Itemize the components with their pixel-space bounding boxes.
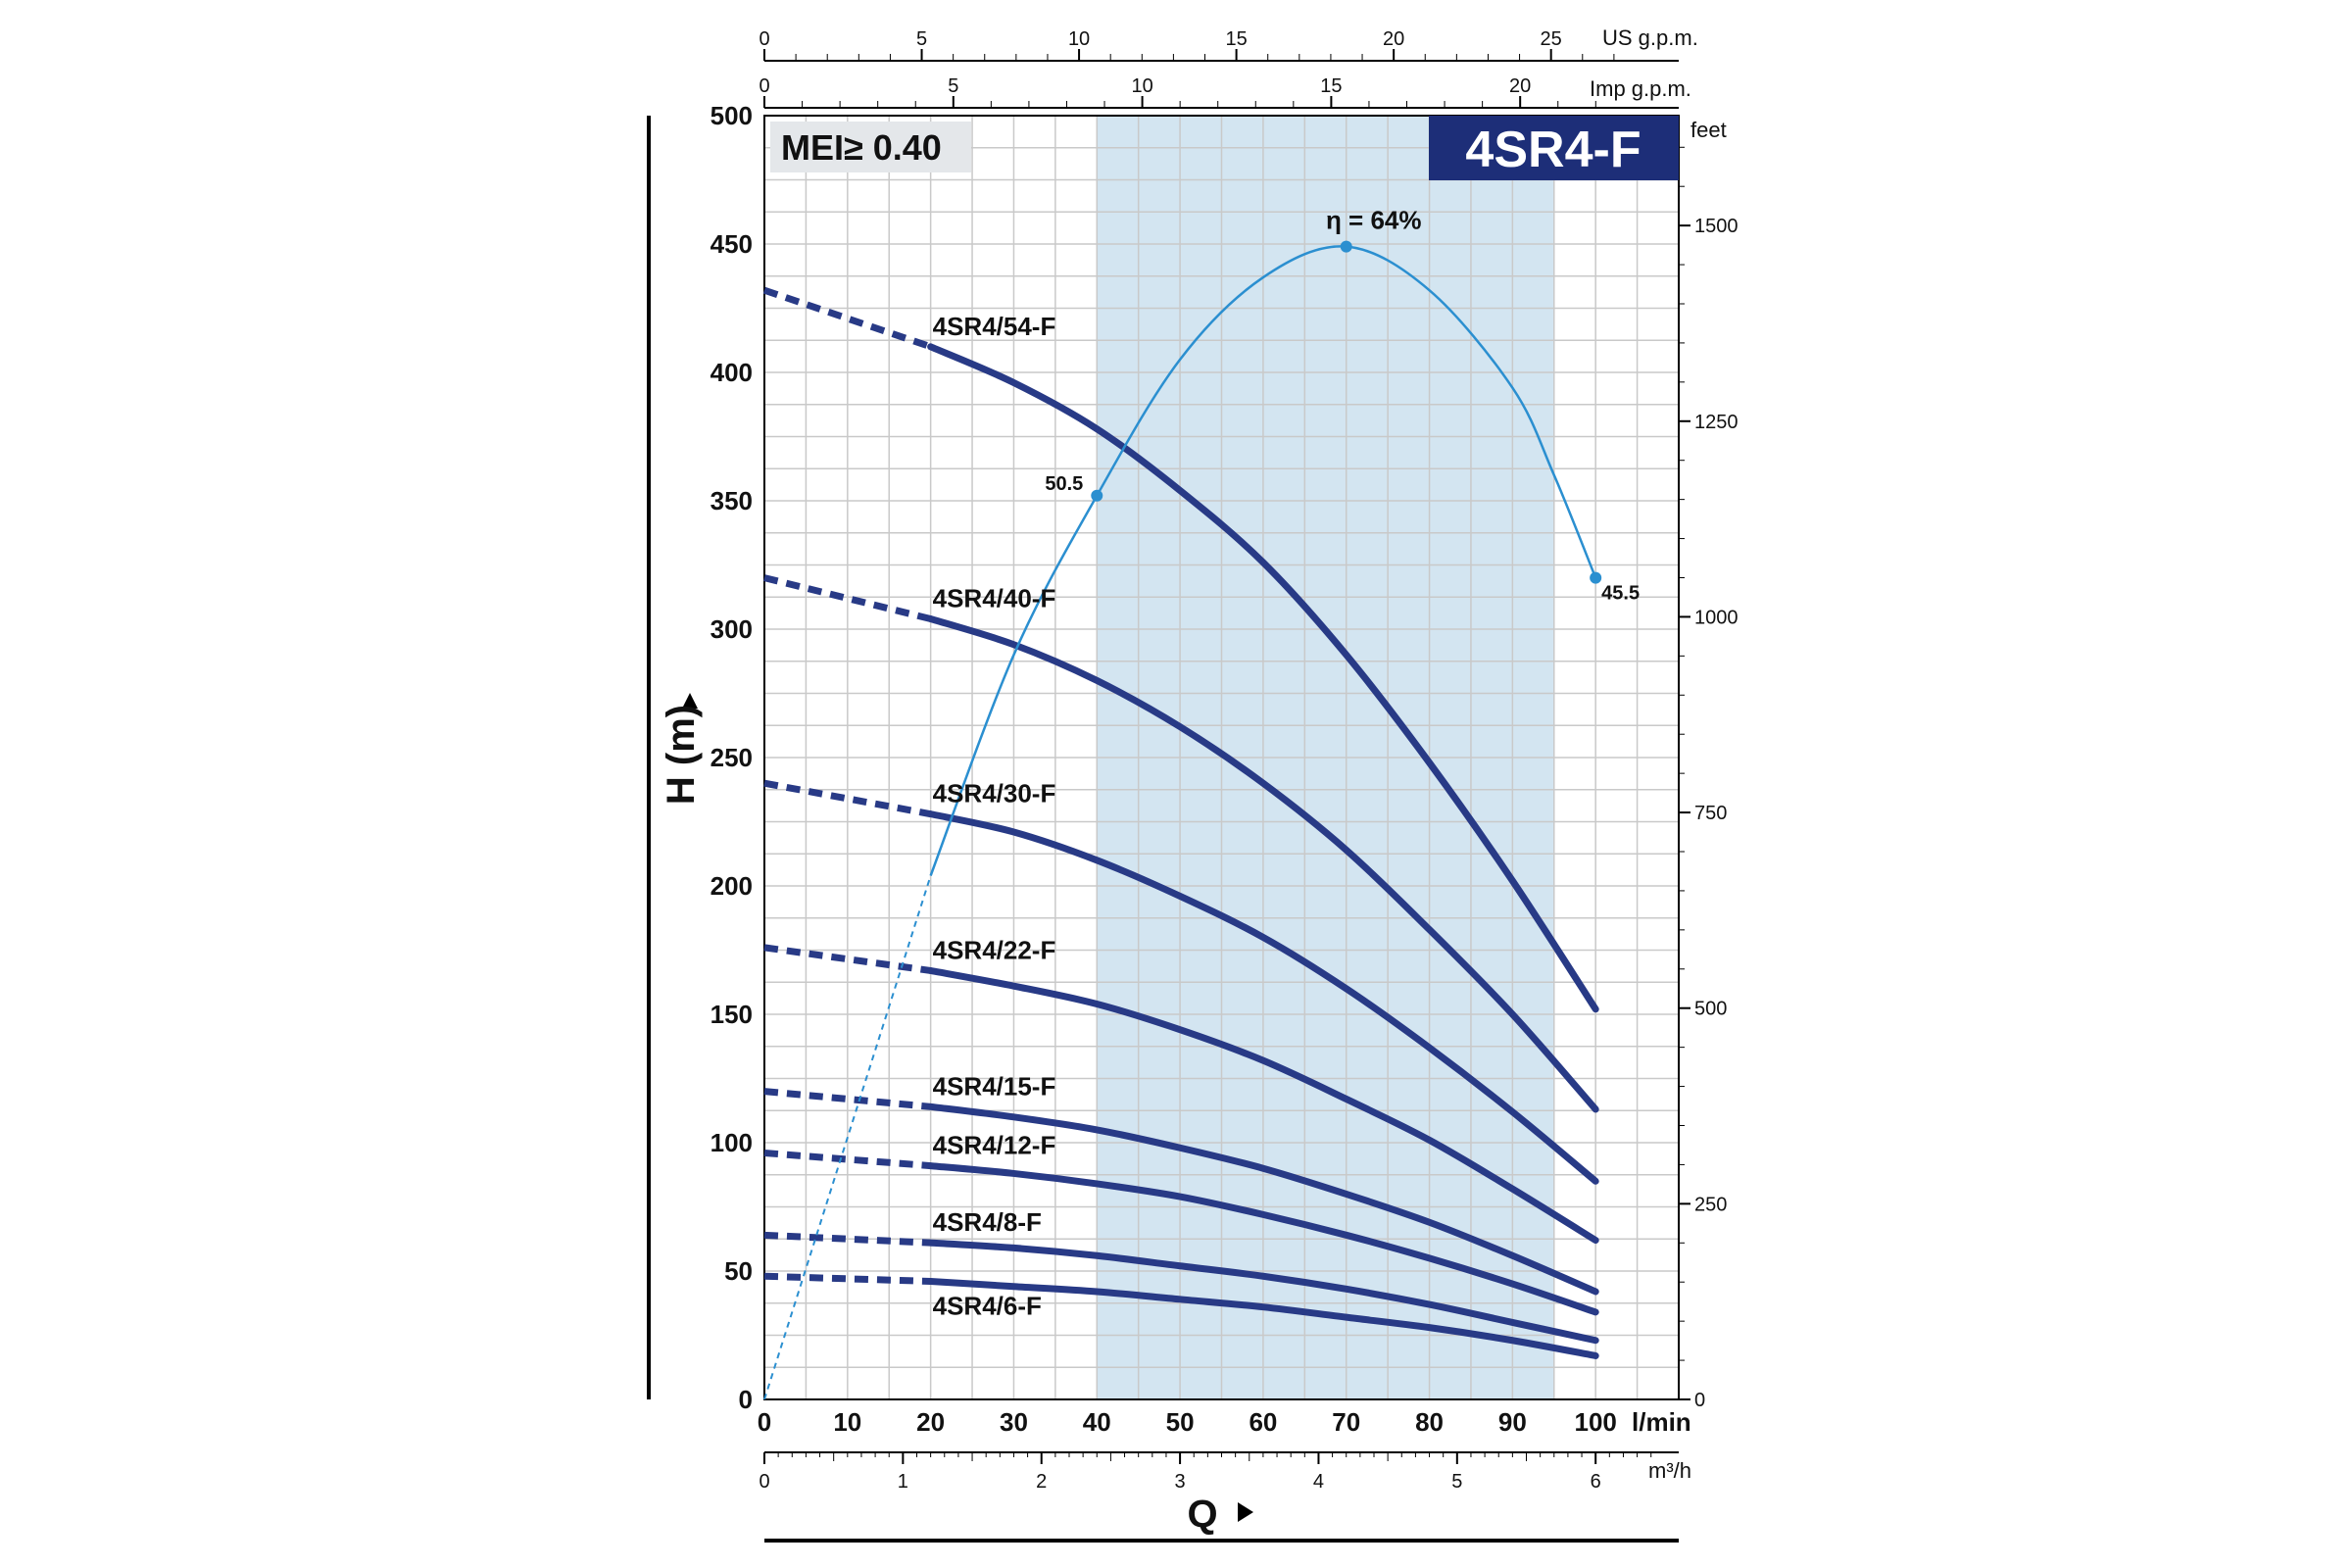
series-4SR4/12-F xyxy=(927,1162,1599,1316)
x-tick-label: 50 xyxy=(1166,1407,1195,1437)
x-unit-label: l/min xyxy=(1632,1407,1691,1437)
us-gpm-tick-label: 5 xyxy=(916,28,927,50)
y-tick-label: 300 xyxy=(710,614,753,644)
m3h-tick-label: 0 xyxy=(759,1471,769,1493)
us-gpm-axis-label: US g.p.m. xyxy=(1602,25,1698,50)
m3h-tick-label: 6 xyxy=(1591,1471,1601,1493)
series-4SR4/8-F xyxy=(927,1239,1599,1345)
efficiency-line xyxy=(929,245,1597,876)
y-tick-label: 250 xyxy=(710,743,753,772)
efficiency-curve xyxy=(763,240,1602,1400)
series-dashed-4SR4/15-F xyxy=(763,1088,931,1110)
efficiency-marker-label: 45.5 xyxy=(1601,583,1640,605)
y-tick-label: 400 xyxy=(710,358,753,387)
y-axis-arrow xyxy=(682,693,698,709)
feet-tick-label: 500 xyxy=(1694,999,1727,1020)
m3h-tick-label: 3 xyxy=(1175,1471,1186,1493)
series-dashed-4SR4/30-F xyxy=(763,779,932,818)
x-axis-title: Q xyxy=(1187,1493,1217,1536)
plot-frame xyxy=(763,115,1680,1400)
imp-gpm-tick-label: 15 xyxy=(1320,75,1342,97)
mei-box xyxy=(770,122,971,172)
m3h-tick-label: 2 xyxy=(1036,1471,1047,1493)
m3h-tick-label: 1 xyxy=(898,1471,908,1493)
series-4SR4/54-F xyxy=(927,343,1599,1013)
series-label: 4SR4/40-F xyxy=(933,584,1056,613)
feet-tick-label: 1000 xyxy=(1694,607,1739,628)
series-dashed-4SR4/22-F xyxy=(763,944,932,974)
x-tick-label: 30 xyxy=(1000,1407,1028,1437)
m3h-axis-label: m³/h xyxy=(1648,1458,1691,1483)
series-dashed-4SR4/40-F xyxy=(763,574,932,622)
chart-title: 4SR4-F xyxy=(1465,122,1641,178)
x-tick-label: 10 xyxy=(833,1407,861,1437)
annotations: 4SR4/54-F 4SR4/40-F 4SR4/30-F 4SR4/22-F 4SR4… xyxy=(682,206,1640,1522)
x-tick-label: 90 xyxy=(1498,1407,1527,1437)
feet-tick-label: 0 xyxy=(1694,1390,1705,1411)
efficiency-dashed xyxy=(763,875,932,1400)
us-gpm-tick-label: 10 xyxy=(1068,28,1090,50)
us-gpm-tick-label: 25 xyxy=(1541,28,1562,50)
series-4SR4/15-F xyxy=(927,1102,1599,1296)
imp-gpm-tick-label: 0 xyxy=(759,75,769,97)
series-4SR4/22-F xyxy=(927,966,1599,1245)
y-tick-label: 100 xyxy=(710,1128,753,1157)
m3h-tick-label: 5 xyxy=(1451,1471,1462,1493)
series-dashed-4SR4/8-F xyxy=(763,1231,931,1247)
title-badge xyxy=(1429,116,1679,180)
efficiency-marker-label: 50.5 xyxy=(1045,473,1083,495)
pump-curves xyxy=(762,286,1599,1359)
imp-gpm-axis-label: Imp g.p.m. xyxy=(1590,76,1691,101)
y-tick-label: 150 xyxy=(710,1000,753,1029)
series-4SR4/40-F xyxy=(927,615,1599,1113)
x-axis-arrow xyxy=(1238,1502,1253,1522)
series-label: 4SR4/54-F xyxy=(933,312,1056,341)
y-tick-label: 450 xyxy=(710,229,753,259)
imp-gpm-tick-label: 10 xyxy=(1131,75,1152,97)
series-dashed-4SR4/12-F xyxy=(763,1149,931,1170)
x-tick-label: 80 xyxy=(1415,1407,1444,1437)
us-gpm-tick-label: 0 xyxy=(759,28,769,50)
x-tick-label: 20 xyxy=(916,1407,945,1437)
series-dashed-4SR4/54-F xyxy=(762,286,932,351)
series-4SR4/6-F xyxy=(927,1277,1599,1359)
efficiency-marker xyxy=(1091,489,1103,502)
grid xyxy=(763,115,1680,1400)
series-label: 4SR4/6-F xyxy=(933,1291,1042,1320)
feet-tick-label: 250 xyxy=(1694,1194,1727,1215)
y-tick-label: 0 xyxy=(739,1385,753,1414)
x-tick-label: 60 xyxy=(1249,1407,1277,1437)
feet-tick-label: 750 xyxy=(1694,803,1727,824)
feet-axis-label: feet xyxy=(1690,118,1727,142)
m3h-tick-label: 4 xyxy=(1313,1471,1324,1493)
feet-tick-label: 1250 xyxy=(1694,412,1739,433)
us-gpm-tick-label: 15 xyxy=(1225,28,1247,50)
y-tick-label: 200 xyxy=(710,871,753,901)
y-tick-label: 500 xyxy=(710,101,753,130)
mei-label: MEI≥ 0.40 xyxy=(781,127,942,168)
y-tick-label: 50 xyxy=(724,1256,753,1286)
x-tick-label: 100 xyxy=(1574,1407,1616,1437)
series-label: 4SR4/22-F xyxy=(933,935,1056,964)
y-tick-label: 350 xyxy=(710,486,753,515)
us-gpm-tick-label: 20 xyxy=(1383,28,1404,50)
x-tick-label: 40 xyxy=(1083,1407,1111,1437)
x-tick-label: 0 xyxy=(758,1407,771,1437)
series-label: 4SR4/8-F xyxy=(933,1207,1042,1237)
efficiency-marker-label: η = 64% xyxy=(1326,206,1422,235)
efficiency-marker xyxy=(1590,571,1602,584)
series-label: 4SR4/15-F xyxy=(933,1071,1056,1101)
series-4SR4/30-F xyxy=(927,810,1599,1185)
series-dashed-4SR4/6-F xyxy=(763,1272,931,1285)
series-label: 4SR4/30-F xyxy=(933,779,1056,808)
imp-gpm-tick-label: 5 xyxy=(948,75,958,97)
feet-tick-label: 1500 xyxy=(1694,216,1739,237)
y-axis-title: H (m) xyxy=(660,705,703,805)
imp-gpm-tick-label: 20 xyxy=(1509,75,1531,97)
series-label: 4SR4/12-F xyxy=(933,1131,1056,1160)
x-tick-label: 70 xyxy=(1332,1407,1360,1437)
efficiency-marker xyxy=(1340,240,1352,253)
